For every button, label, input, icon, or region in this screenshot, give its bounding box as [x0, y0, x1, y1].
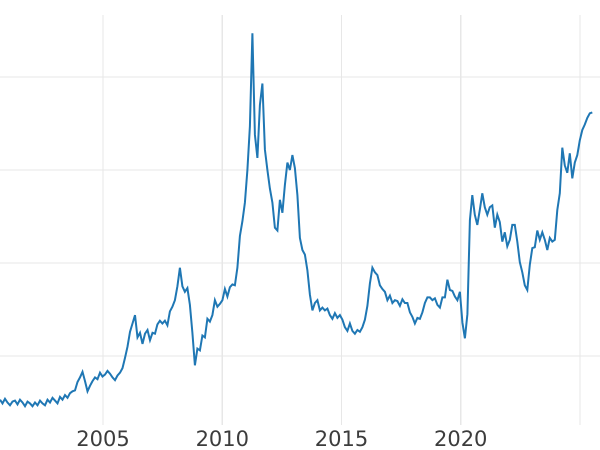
x-tick-label: 2005	[76, 427, 129, 450]
price-line	[0, 33, 593, 409]
x-tick-label: 2020	[434, 427, 487, 450]
gridlines	[0, 15, 600, 425]
x-tick-label: 2010	[196, 427, 249, 450]
x-tick-label: 2015	[315, 427, 368, 450]
x-axis-tick-labels: 2005 2010 2015 2020	[76, 427, 487, 450]
price-line-series	[0, 33, 593, 409]
